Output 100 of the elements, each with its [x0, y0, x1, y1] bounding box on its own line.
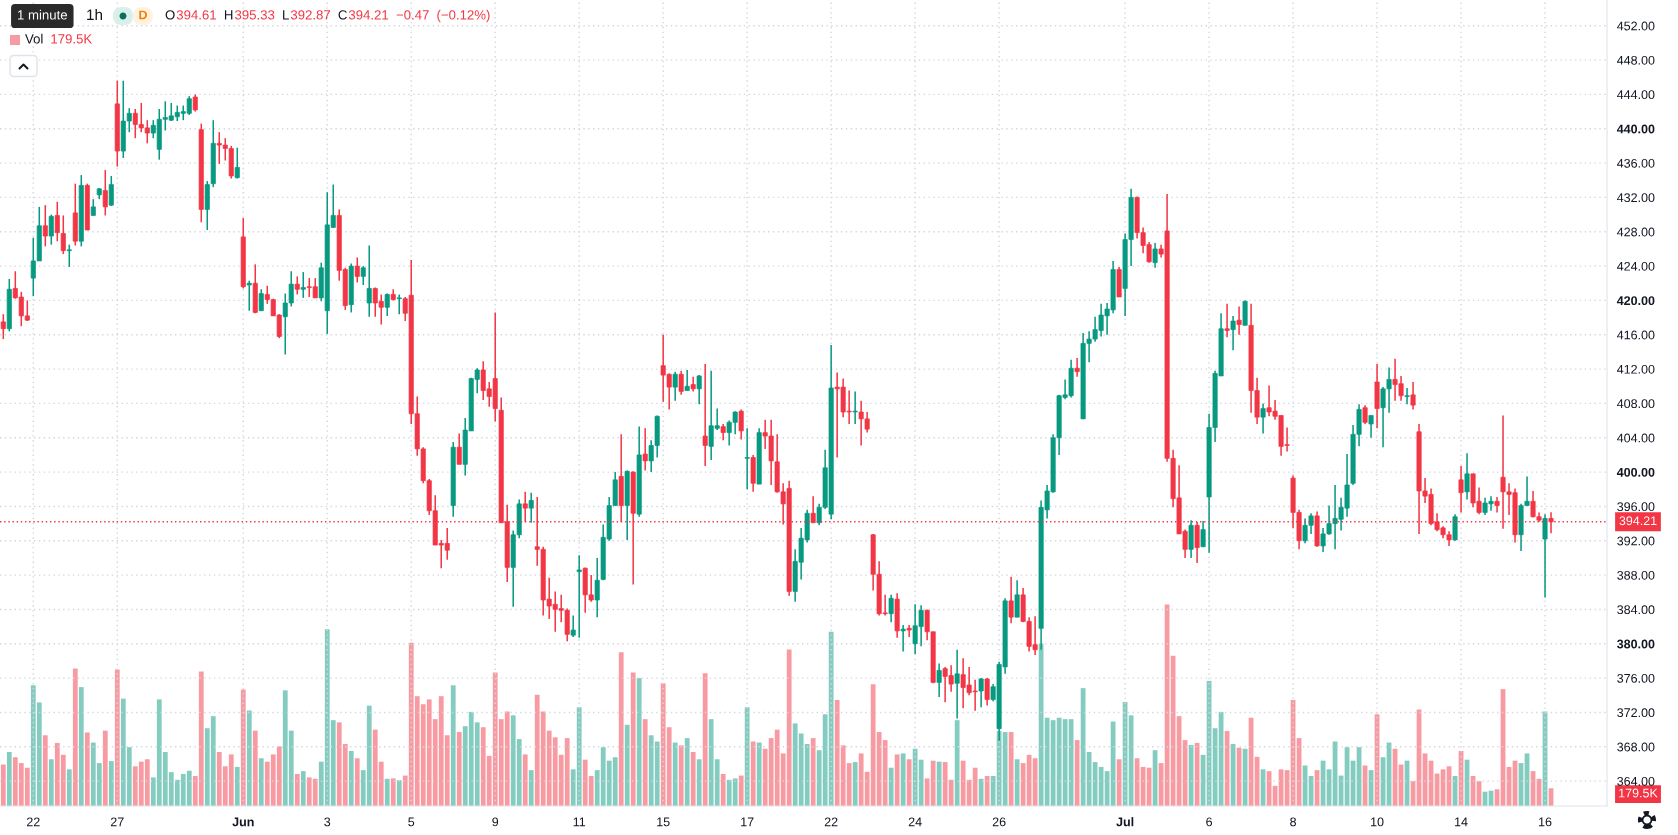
- bar: [702, 673, 708, 806]
- bar: [240, 689, 246, 806]
- y-tick-label: 444.00: [1617, 90, 1655, 100]
- y-tick-label: 392.00: [1617, 536, 1655, 546]
- candlestick: [1260, 402, 1266, 435]
- text: 179.5K: [1619, 788, 1658, 798]
- y-tick-label: 412.00: [1617, 364, 1655, 374]
- y-tick-label: 452.00: [1617, 21, 1655, 31]
- bar: [636, 678, 642, 806]
- candlestick: [0, 313, 6, 340]
- x-tick-label: 22: [26, 817, 40, 827]
- bar: [48, 759, 54, 806]
- x-tick-label: 14: [1455, 817, 1468, 827]
- ref-line-label: 394.21: [1619, 516, 1657, 526]
- candlestick: [234, 146, 240, 180]
- x-tick-label: 22: [824, 817, 838, 827]
- x-tick-label: 3: [324, 817, 331, 827]
- candlestick: [360, 265, 366, 286]
- bar: [456, 732, 462, 806]
- y-tick-label: 416.00: [1617, 330, 1655, 340]
- bar: [624, 724, 630, 806]
- y-tick-label: 396.00: [1617, 502, 1655, 512]
- candlestick: [366, 244, 372, 318]
- bar: [528, 770, 534, 806]
- candlestick: [954, 649, 960, 720]
- x-tick-label: 26: [992, 817, 1006, 827]
- candlestick: [936, 662, 942, 698]
- candlestick: [108, 175, 114, 207]
- bar: [900, 753, 906, 806]
- bar: [84, 732, 90, 806]
- bar: [810, 738, 816, 806]
- y-tick-label: 436.00: [1617, 158, 1655, 168]
- y-tick-label: 424.00: [1617, 261, 1655, 271]
- x-tick-label: 17: [741, 817, 754, 827]
- x-tick-label: 5: [408, 817, 415, 827]
- candlestick: [678, 370, 684, 396]
- candlestick: [48, 213, 54, 246]
- y-tick-label: 368.00: [1617, 742, 1655, 752]
- bar: [102, 730, 108, 806]
- annotation: D: [139, 10, 147, 20]
- candlestick: [294, 275, 300, 296]
- x-tick-label: Jul: [1116, 817, 1134, 827]
- candlestick: [528, 491, 534, 524]
- candlestick: [570, 614, 576, 638]
- bar: [252, 730, 258, 806]
- bar: [0, 764, 6, 806]
- candlestick: [900, 624, 906, 653]
- x-tick-label: 11: [573, 817, 586, 827]
- bar: [246, 710, 252, 806]
- bar: [258, 758, 264, 806]
- bar: [390, 778, 396, 806]
- candlestick: [1230, 315, 1236, 351]
- x-tick-label: Jun: [232, 817, 254, 827]
- candlestick: [744, 427, 750, 491]
- candlestick: [456, 432, 462, 466]
- chart-title: 1h: [87, 8, 102, 20]
- y-tick-label: 408.00: [1617, 399, 1655, 409]
- candlestick: [42, 204, 48, 248]
- candlestick: [1224, 303, 1230, 339]
- bar: [936, 761, 942, 806]
- candlestick: [1464, 452, 1470, 501]
- x-tick-label: 27: [110, 817, 124, 827]
- candlestick: [1008, 576, 1014, 624]
- bar: [684, 738, 690, 806]
- candlestick: [66, 243, 72, 268]
- bar: [894, 754, 900, 806]
- bar: [1008, 732, 1014, 806]
- y-tick-label: 376.00: [1617, 673, 1655, 683]
- candlestick: [594, 557, 600, 618]
- bar: [672, 742, 678, 806]
- bar: [756, 742, 762, 806]
- bar: [888, 767, 894, 806]
- candlestick: [354, 256, 360, 284]
- bar: [696, 759, 702, 806]
- candlestick: [1074, 357, 1080, 378]
- candlestick: [642, 427, 648, 472]
- candlestick: [1410, 381, 1416, 411]
- x-tick-label: 6: [1206, 817, 1213, 827]
- x-tick-label: 10: [1371, 817, 1384, 827]
- bar: [234, 766, 240, 806]
- x-tick-label: 24: [908, 817, 922, 827]
- candlestick: [1200, 520, 1206, 548]
- bar: [618, 652, 624, 806]
- candlestick: [102, 169, 108, 217]
- y-tick-label: 372.00: [1617, 708, 1655, 718]
- bar: [6, 752, 12, 806]
- bar: [384, 778, 390, 806]
- candlestick: [888, 594, 894, 624]
- bar: [906, 759, 912, 806]
- bar: [300, 771, 306, 806]
- candlestick: [1236, 305, 1242, 336]
- candlestick: [738, 408, 744, 441]
- bar: [450, 685, 456, 806]
- bar: [348, 750, 354, 806]
- annotation: 1 minute: [18, 9, 68, 20]
- annotation: 179.5K: [51, 34, 93, 44]
- candlestick: [576, 554, 582, 639]
- candlestick: [672, 370, 678, 402]
- y-tick-label: 440.00: [1616, 124, 1655, 134]
- text: O394.61 H395.33 L392.87 C394.21 −0.47 (−0.12%): [165, 9, 490, 23]
